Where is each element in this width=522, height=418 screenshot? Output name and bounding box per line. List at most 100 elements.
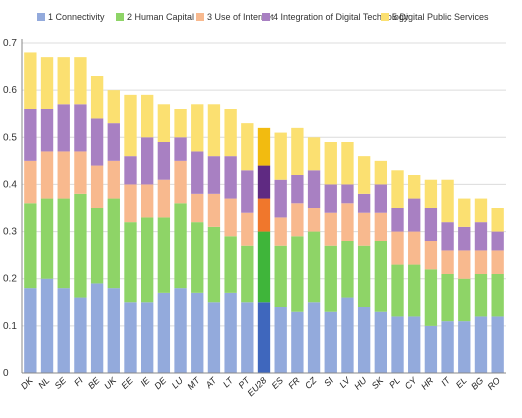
x-tick-label: PL [387, 375, 402, 390]
bar-segment-at-series-3 [207, 193, 221, 227]
bar-segment-bg-series-4 [474, 222, 488, 251]
bar-segment-cy-series-1 [408, 316, 421, 373]
bar-segment-fr-series-2 [291, 236, 304, 312]
bar-segment-fr-series-5 [291, 127, 304, 175]
bar-segment-be-series-5 [90, 76, 104, 119]
bar-segment-se-series-3 [57, 151, 70, 199]
bar-segment-nl-series-4 [40, 109, 54, 152]
bar-segment-ie-series-1 [141, 302, 154, 373]
bar-segment-at-series-5 [207, 104, 221, 157]
bar-segment-sk-series-5 [374, 160, 387, 185]
legend-label: 3 Use of Internet [207, 12, 274, 22]
bar-segment-ie-series-5 [141, 94, 154, 138]
bar-segment-dk-series-3 [24, 160, 37, 204]
x-tick-label: ES [270, 375, 286, 391]
bar-segment-it-series-1 [441, 321, 454, 373]
x-tick-label: LV [337, 375, 352, 390]
bar-segment-el-series-2 [458, 278, 471, 322]
x-tick-label: DK [19, 375, 36, 392]
bars [24, 52, 504, 373]
bar-segment-uk-series-4 [107, 123, 120, 161]
x-tick-label: EU28 [245, 375, 268, 398]
bar-segment-pt-series-4 [241, 170, 254, 213]
bar-segment-eu28-series-2 [257, 231, 271, 303]
x-tick-label: CY [403, 375, 420, 392]
bar-segment-lt-series-1 [224, 292, 237, 373]
x-tick-label: LU [170, 375, 186, 391]
bar-segment-uk-series-1 [107, 288, 120, 373]
x-tick-label: HR [419, 375, 436, 392]
legend-swatch [37, 13, 45, 21]
bar-segment-pl-series-4 [391, 208, 404, 232]
bar-segment-de-series-5 [157, 104, 171, 142]
bar-segment-hr-series-3 [424, 241, 438, 270]
bar-segment-mt-series-1 [191, 292, 204, 373]
bar-segment-se-series-5 [57, 57, 70, 105]
bar-segment-ee-series-4 [124, 156, 137, 185]
bar-segment-ee-series-5 [124, 94, 137, 157]
bar-segment-lv-series-4 [341, 184, 354, 204]
bar-segment-it-series-4 [441, 222, 454, 251]
bar-segment-lv-series-1 [341, 297, 354, 373]
x-tick-label: MT [185, 374, 202, 391]
bar-segment-pl-series-1 [391, 316, 404, 373]
bar-segment-es-series-2 [274, 245, 287, 307]
bar-segment-el-series-3 [458, 250, 471, 279]
x-tick-label: BG [469, 375, 485, 391]
legend-label: 2 Human Capital [127, 12, 194, 22]
bar-segment-be-series-4 [90, 118, 104, 166]
legend-swatch [262, 13, 270, 21]
bar-segment-pt-series-3 [241, 212, 254, 246]
x-tick-label: LT [221, 374, 236, 389]
bar-segment-pl-series-5 [391, 170, 404, 208]
bar-segment-fr-series-4 [291, 175, 304, 204]
bar-segment-lv-series-3 [341, 203, 354, 241]
x-tick-label: BE [86, 375, 102, 391]
bar-segment-ro-series-2 [491, 274, 504, 317]
bar-segment-cy-series-4 [408, 198, 421, 232]
bar-segment-be-series-2 [90, 208, 104, 284]
bar-segment-dk-series-2 [24, 203, 37, 289]
x-tick-label: FI [72, 375, 85, 388]
x-tick-label: SI [322, 375, 335, 388]
bar-segment-dk-series-1 [24, 288, 37, 373]
bar-segment-eu28-series-3 [257, 198, 271, 232]
bar-segment-uk-series-3 [107, 160, 120, 199]
bar-segment-se-series-2 [57, 198, 70, 289]
bar-segment-lu-series-5 [174, 109, 187, 138]
bar-segment-bg-series-1 [474, 316, 488, 373]
bar-segment-mt-series-3 [191, 193, 204, 223]
y-tick-label: 0.1 [3, 321, 17, 332]
bar-segment-de-series-2 [157, 217, 171, 293]
bar-segment-hr-series-4 [424, 208, 438, 241]
x-tick-label: HU [352, 375, 369, 392]
bar-segment-mt-series-5 [191, 104, 204, 152]
bar-segment-es-series-3 [274, 217, 287, 246]
bar-segment-nl-series-5 [40, 57, 54, 109]
bar-segment-at-series-2 [207, 226, 221, 303]
bar-segment-lt-series-2 [224, 236, 237, 293]
bar-segment-sk-series-2 [374, 241, 387, 312]
bar-segment-eu28-series-5 [257, 127, 271, 166]
legend-label: 5 Digital Public Services [392, 12, 489, 22]
x-tick-label: FR [286, 375, 302, 391]
bar-segment-el-series-4 [458, 226, 471, 251]
bar-segment-lv-series-2 [341, 241, 354, 298]
x-tick-label: DE [152, 375, 169, 392]
bar-segment-cy-series-3 [408, 231, 421, 265]
bar-segment-hr-series-2 [424, 269, 438, 326]
bar-segment-it-series-3 [441, 250, 454, 274]
bar-segment-pt-series-5 [241, 123, 254, 171]
bar-segment-pl-series-3 [391, 231, 404, 265]
x-tick-label: RO [485, 375, 502, 392]
bar-segment-ro-series-1 [491, 316, 504, 373]
bar-segment-eu28-series-4 [257, 165, 271, 199]
bar-segment-sk-series-3 [374, 212, 387, 241]
bar-segment-it-series-2 [441, 274, 454, 322]
bar-segment-pt-series-2 [241, 245, 254, 303]
bar-segment-ro-series-3 [491, 250, 504, 274]
bar-segment-lu-series-1 [174, 288, 187, 373]
bar-segment-ro-series-5 [491, 208, 504, 232]
y-tick-label: 0.2 [3, 274, 17, 285]
